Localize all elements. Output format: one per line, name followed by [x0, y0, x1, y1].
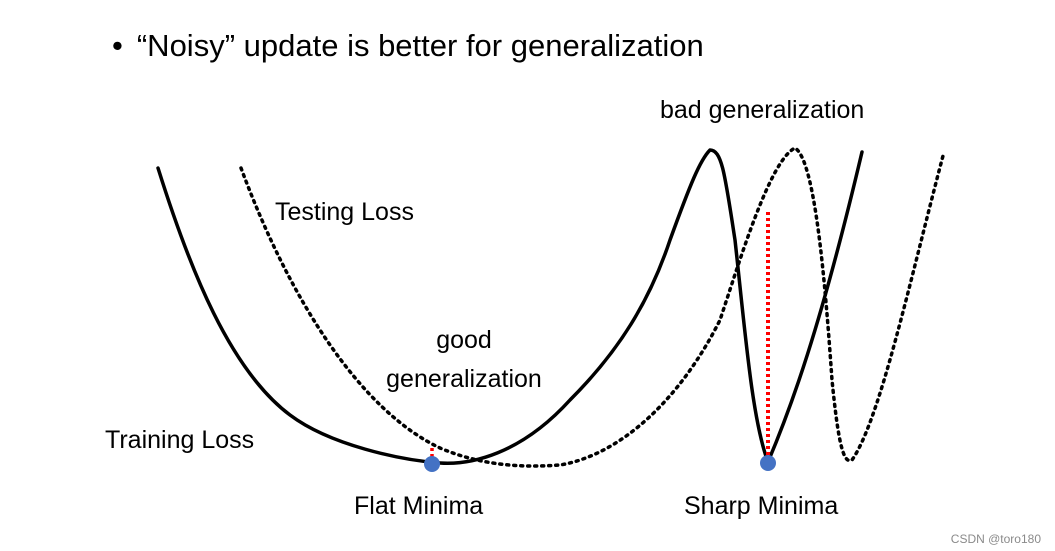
sharp-minima-point — [760, 455, 776, 471]
bullet-icon: • — [112, 28, 123, 63]
slide-title: • “Noisy” update is better for generaliza… — [112, 26, 704, 66]
sharp-minima-label: Sharp Minima — [684, 492, 839, 520]
testing-loss-label: Testing Loss — [275, 198, 414, 226]
testing-loss-curve — [239, 146, 946, 468]
good-generalization-label: good generalization — [386, 326, 542, 393]
flat-minima-label: Flat Minima — [354, 492, 484, 520]
training-loss-label: Training Loss — [105, 426, 255, 454]
flat-minima-point — [424, 456, 440, 472]
bad-generalization-label: bad generalization — [660, 96, 865, 124]
watermark: CSDN @toro180 — [950, 532, 1041, 546]
slide-title-text: “Noisy” update is better for generalizat… — [136, 28, 704, 63]
training-loss-curve — [156, 148, 864, 465]
